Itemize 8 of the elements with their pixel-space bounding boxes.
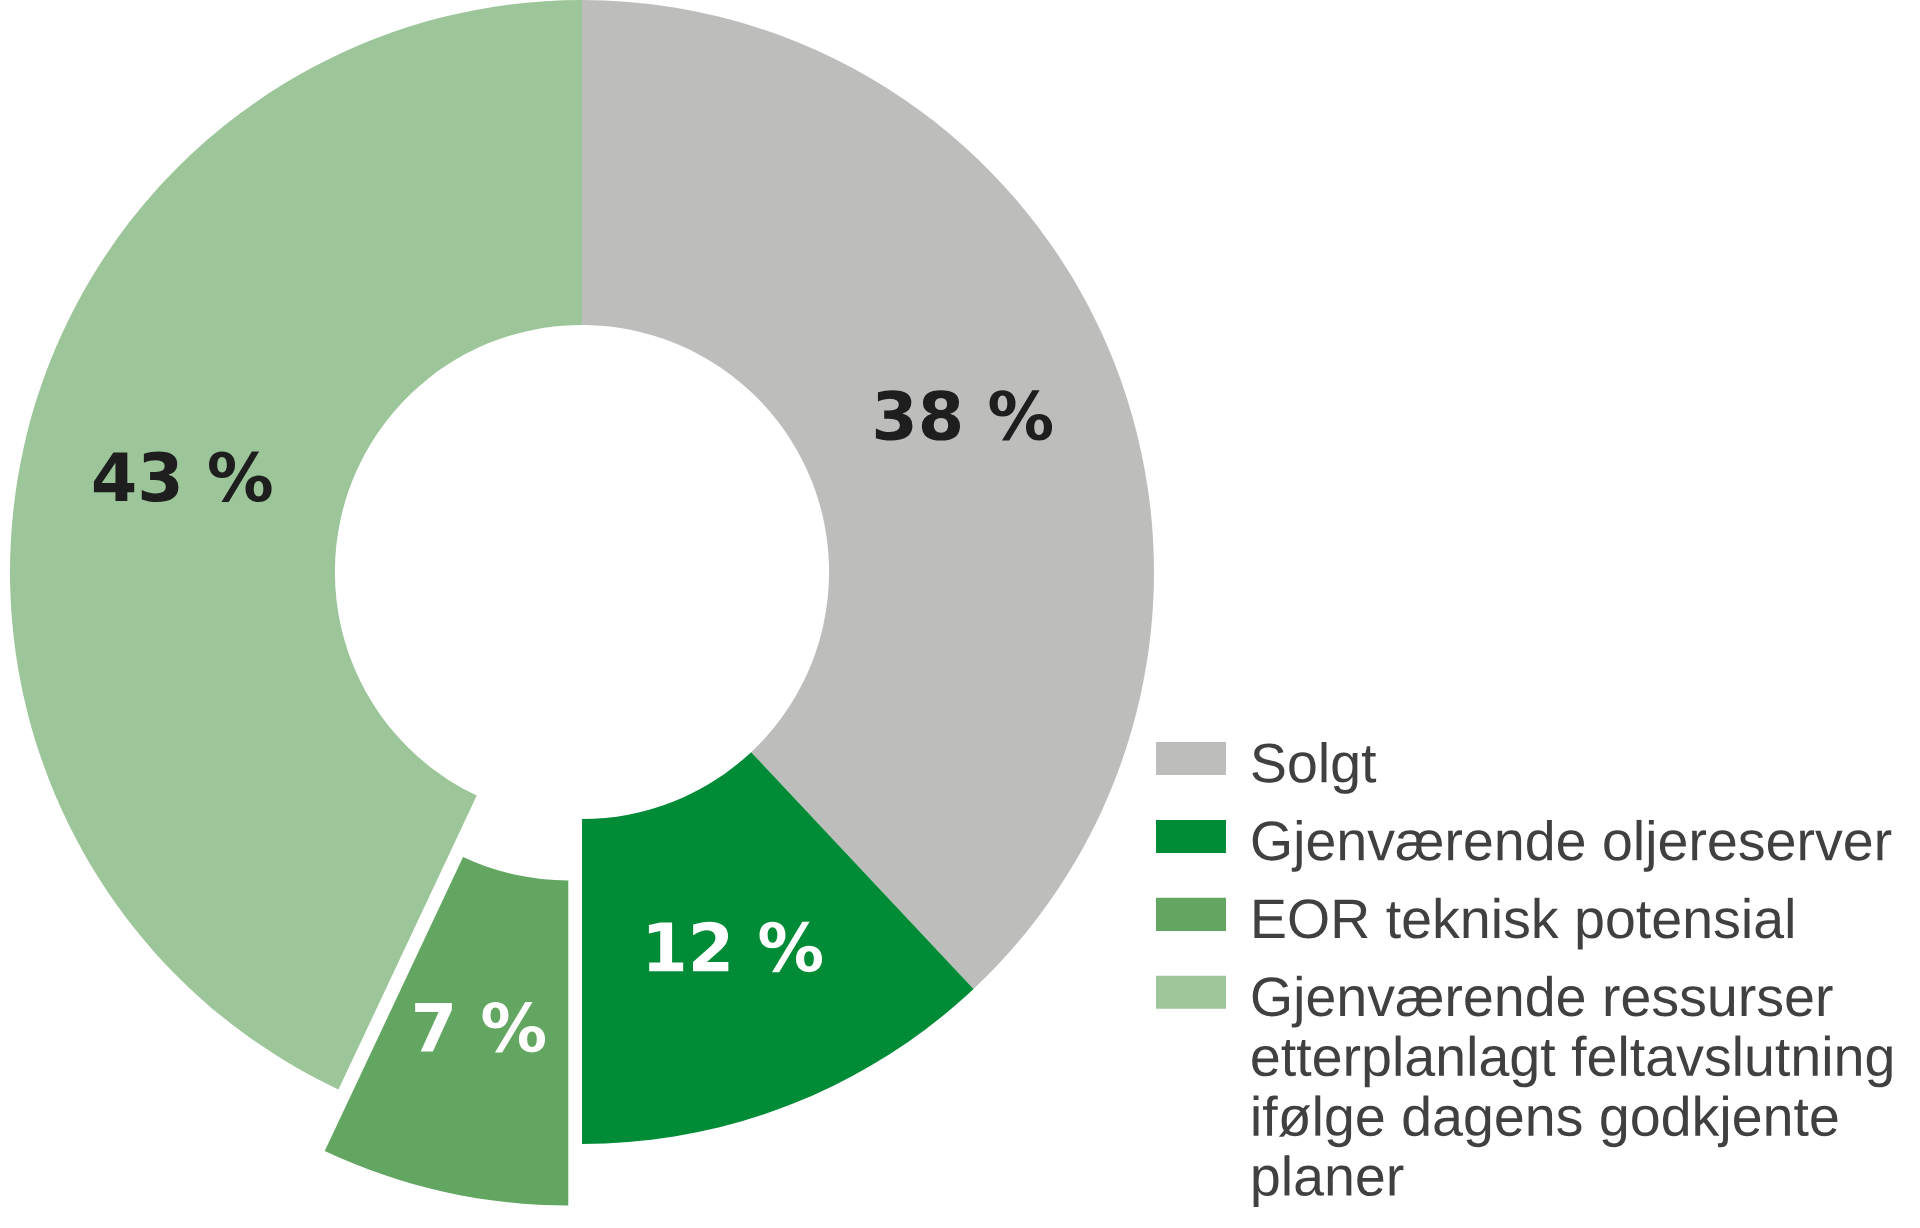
legend-label: Gjenværende oljereserver: [1252, 819, 1892, 872]
legend-label: Gjenværende ressurser etterplanlagt feltavslutning ifølge dagens godkjente planer: [1252, 975, 1892, 1208]
legend-label: EOR teknisk potensial: [1254, 897, 1793, 950]
data-label: 43 %: [93, 451, 272, 502]
data-label: 7 %: [415, 1002, 546, 1053]
data-label: 12 %: [648, 921, 823, 973]
legend-label: Solgt: [1252, 742, 1377, 794]
data-label: 38 %: [875, 390, 1053, 441]
